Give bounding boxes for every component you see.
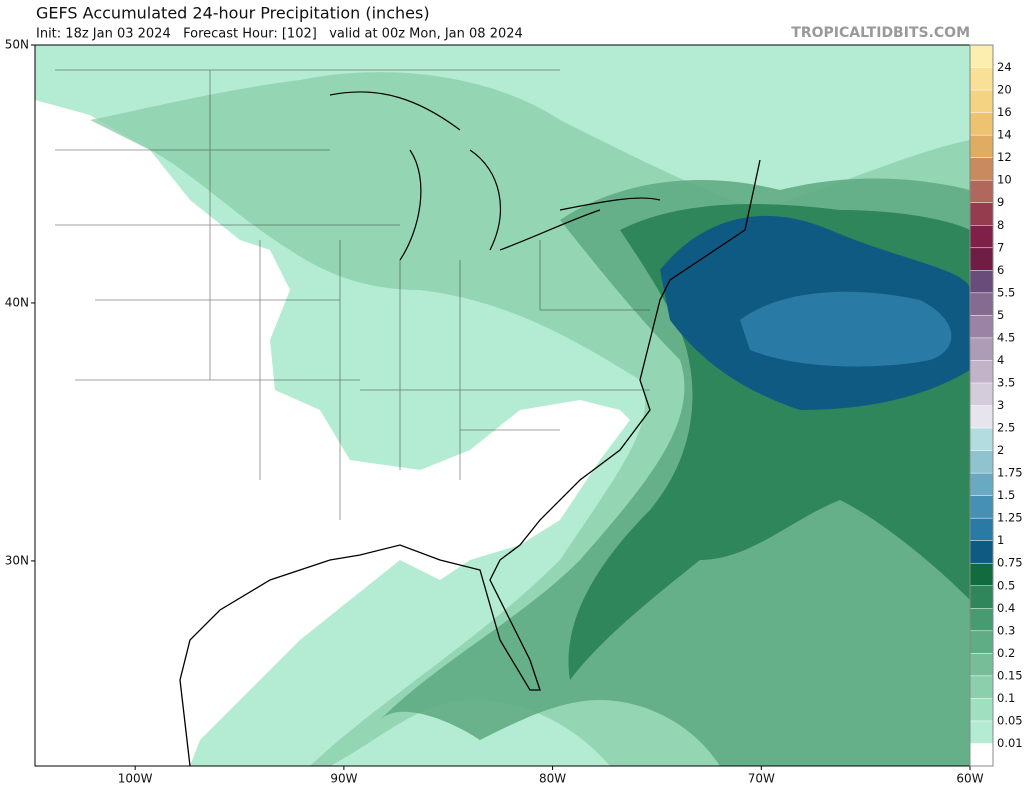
colorbar-label: 0.75 (997, 556, 1023, 570)
colorbar-label: 3.5 (997, 375, 1015, 389)
colorbar-swatch (970, 743, 993, 766)
colorbar-label: 1.25 (997, 511, 1023, 525)
colorbar-label: 0.01 (997, 736, 1023, 750)
colorbar-label: 4 (997, 353, 1004, 367)
colorbar-swatch (970, 585, 993, 609)
state-borders (55, 69, 650, 520)
lon-label: 60W (956, 772, 983, 786)
colorbar-frame (969, 44, 994, 767)
no-precip (35, 100, 630, 766)
colorbar-swatch (970, 720, 993, 744)
colorbar-label: 0.3 (997, 623, 1015, 637)
colorbar-label: 14 (997, 128, 1012, 142)
precip-blue-core (740, 291, 952, 367)
colorbar-swatch (970, 473, 993, 496)
colorbar-swatch (970, 608, 993, 631)
colorbar-label: 0.5 (997, 578, 1015, 592)
colorbar-swatch (970, 225, 993, 248)
colorbar-label: 24 (997, 60, 1012, 74)
colorbar-swatch (970, 315, 993, 338)
colorbar-label: 3 (997, 398, 1004, 412)
colorbar-swatch (970, 563, 993, 586)
lon-label: 90W (330, 772, 357, 786)
title: GEFS Accumulated 24-hour Precipitation (… (36, 4, 430, 23)
colorbar-label: 1 (997, 533, 1004, 547)
colorbar-swatch (970, 270, 993, 293)
colorbar-label: 0.4 (997, 601, 1015, 615)
colorbar-swatch (970, 428, 993, 451)
colorbar-label: 5.5 (997, 285, 1015, 299)
colorbar-label: 10 (997, 173, 1012, 187)
colorbar-label: 7 (997, 240, 1004, 254)
colorbar-label: 16 (997, 105, 1012, 119)
colorbar-swatch (970, 405, 993, 429)
colorbar-label: 0.2 (997, 646, 1015, 660)
colorbar-label: 20 (997, 83, 1012, 97)
colorbar-swatch (970, 292, 993, 316)
colorbar-swatch (970, 675, 993, 699)
colorbar-swatch (970, 202, 993, 226)
colorbar-swatch (970, 337, 993, 361)
colorbar-swatch (970, 540, 993, 564)
colorbar-swatch (970, 495, 993, 519)
colorbar-label: 2.5 (997, 421, 1015, 435)
lat-label: 50N (5, 38, 29, 52)
colorbar-swatch (970, 112, 993, 136)
colorbar-label: 9 (997, 195, 1004, 209)
colorbar-label: 5 (997, 308, 1004, 322)
colorbar-swatch (970, 247, 993, 271)
lon-label: 100W (118, 772, 153, 786)
colorbar-swatch (970, 698, 993, 721)
colorbar-label: 4.5 (997, 330, 1015, 344)
great-lakes (329, 91, 661, 261)
coastline (179, 159, 761, 766)
colorbar-label: 8 (997, 218, 1004, 232)
colorbar-swatch (970, 180, 993, 203)
colorbar-swatch (970, 157, 993, 181)
colorbar-swatch (970, 45, 993, 68)
colorbar-swatch (970, 135, 993, 158)
subtitle: Init: 18z Jan 03 2024 Forecast Hour: [10… (36, 27, 523, 42)
colorbar-swatch (970, 360, 993, 383)
colorbar-label: 2 (997, 443, 1004, 457)
colorbar-label: 1.75 (997, 466, 1023, 480)
watermark: TROPICALTIDBITS.COM (791, 25, 970, 41)
lat-label: 30N (5, 553, 29, 567)
lon-label: 80W (539, 772, 566, 786)
colorbar-swatch (970, 382, 993, 406)
colorbar-label: 1.5 (997, 488, 1015, 502)
colorbar-swatch (970, 653, 993, 676)
colorbar-swatch (970, 630, 993, 654)
colorbar-swatch (970, 518, 993, 541)
colorbar-label: 0.1 (997, 691, 1015, 705)
colorbar-label: 0.05 (997, 713, 1023, 727)
colorbar-swatch (970, 450, 993, 474)
colorbar-swatch (970, 90, 993, 113)
colorbar-label: 12 (997, 150, 1012, 164)
lon-label: 70W (748, 772, 775, 786)
colorbar-swatch (970, 67, 993, 91)
lat-label: 40N (5, 295, 29, 309)
colorbar-label: 6 (997, 263, 1004, 277)
map-area (35, 45, 970, 766)
colorbar-label: 0.15 (997, 668, 1023, 682)
